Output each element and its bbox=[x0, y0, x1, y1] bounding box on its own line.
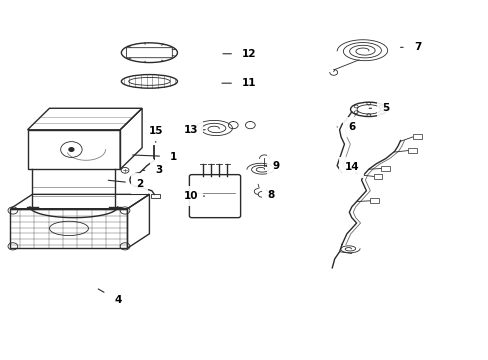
Bar bbox=[412, 134, 421, 139]
Text: 10: 10 bbox=[183, 191, 204, 201]
Text: 15: 15 bbox=[148, 126, 163, 142]
Text: 6: 6 bbox=[336, 122, 355, 132]
Bar bbox=[151, 194, 159, 198]
Bar bbox=[380, 166, 389, 171]
Text: 3: 3 bbox=[142, 165, 163, 175]
Text: 7: 7 bbox=[400, 42, 421, 52]
Text: 4: 4 bbox=[98, 289, 121, 305]
Bar bbox=[369, 198, 378, 203]
Text: 12: 12 bbox=[223, 49, 256, 59]
Text: 2: 2 bbox=[108, 179, 143, 189]
Text: 9: 9 bbox=[265, 161, 279, 171]
Text: 11: 11 bbox=[222, 78, 256, 88]
Bar bbox=[407, 148, 416, 153]
Bar bbox=[373, 174, 382, 179]
Circle shape bbox=[69, 148, 74, 151]
Text: 1: 1 bbox=[132, 152, 177, 162]
Text: 8: 8 bbox=[265, 190, 274, 200]
Text: 14: 14 bbox=[344, 162, 358, 174]
Text: 5: 5 bbox=[368, 103, 389, 113]
Text: 13: 13 bbox=[183, 125, 205, 135]
